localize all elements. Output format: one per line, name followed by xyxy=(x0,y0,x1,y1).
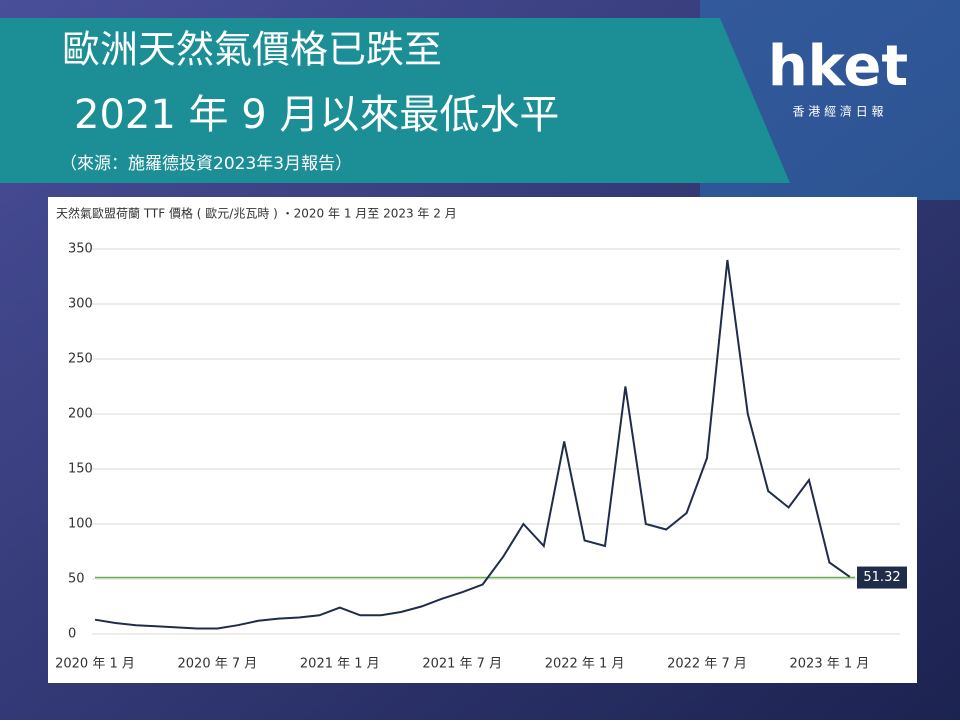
y-tick-label: 100 xyxy=(68,517,93,532)
x-tick-label: 2020 年 1 月 xyxy=(55,657,135,672)
logo-sub: 香 港 經 濟 日 報 xyxy=(792,104,883,119)
title-line2: 2021 年 9 月以來最低水平 xyxy=(74,92,559,138)
reference-label-bg xyxy=(857,566,907,589)
chart-title: 天然氣歐盟荷蘭 TTF 價格 ( 歐元/兆瓦時 ) ・2020 年 1 月至 2… xyxy=(56,206,457,221)
y-tick-label: 50 xyxy=(68,572,85,587)
logo: hket xyxy=(768,34,908,99)
x-tick-label: 2022 年 7 月 xyxy=(667,657,747,672)
line-series xyxy=(94,259,851,630)
banner xyxy=(0,18,790,183)
y-tick-label: 0 xyxy=(68,627,76,642)
y-tick-label: 300 xyxy=(68,297,93,312)
y-tick-label: 350 xyxy=(68,242,93,257)
y-tick-label: 250 xyxy=(68,352,93,367)
x-tick-label: 2021 年 1 月 xyxy=(300,657,380,672)
reference-label: 51.32 xyxy=(863,570,900,585)
x-tick-label: 2022 年 1 月 xyxy=(545,657,625,672)
chart-panel xyxy=(48,197,917,683)
y-tick-label: 200 xyxy=(68,407,93,422)
y-tick-label: 150 xyxy=(68,462,93,477)
x-tick-label: 2021 年 7 月 xyxy=(422,657,502,672)
x-tick-label: 2023 年 1 月 xyxy=(790,657,870,672)
source: （來源：施羅德投資2023年3月報告） xyxy=(60,154,352,174)
x-tick-label: 2020 年 7 月 xyxy=(178,657,258,672)
title-line1: 歐洲天然氣價格已跌至 xyxy=(62,28,442,72)
